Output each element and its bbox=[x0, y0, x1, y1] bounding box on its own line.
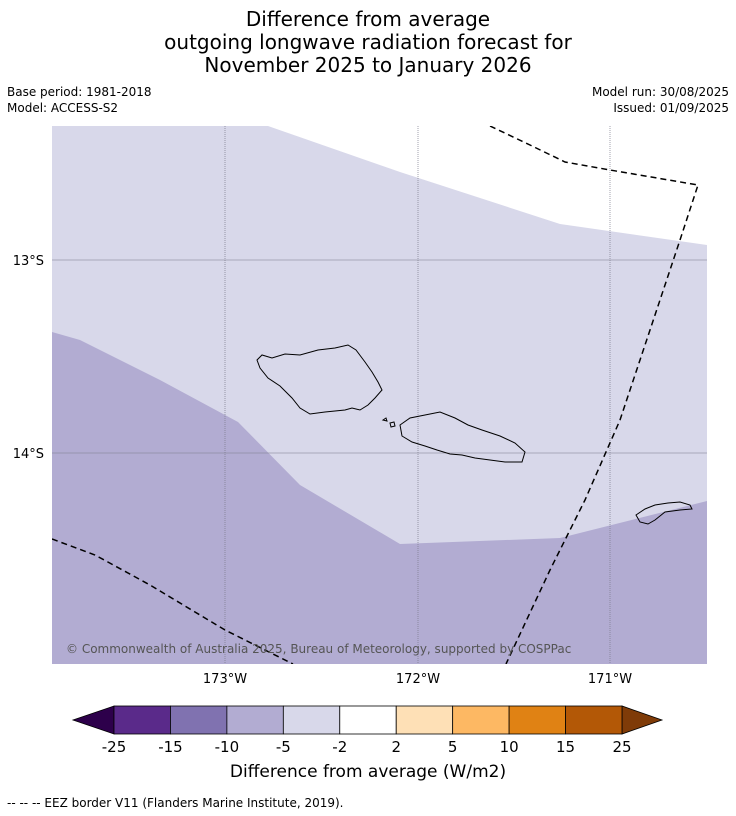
meta-right: Model run: 30/08/2025 Issued: 01/09/2025 bbox=[592, 84, 729, 116]
colorbar-tick-label: -2 bbox=[332, 738, 347, 756]
eez-border-east bbox=[489, 126, 699, 664]
tutuila-island bbox=[635, 501, 693, 525]
lon-label-171w: 171°W bbox=[588, 672, 632, 687]
colorbar-tick-label: 25 bbox=[612, 738, 631, 756]
title-line-1: Difference from average bbox=[245, 7, 491, 31]
colorbar-box bbox=[113, 705, 171, 735]
upolu-island bbox=[399, 411, 526, 463]
colorbar-box bbox=[395, 705, 454, 735]
model-name: Model: ACCESS-S2 bbox=[7, 101, 119, 115]
colorbar-box bbox=[226, 705, 284, 735]
colorbar-box bbox=[282, 705, 341, 735]
colorbar-tick-label: -10 bbox=[215, 738, 240, 756]
colorbar-box bbox=[508, 705, 566, 735]
title-line-3: November 2025 to January 2026 bbox=[204, 53, 532, 77]
colorbar-tick-label: -15 bbox=[158, 738, 183, 756]
colorbar: -25 -15 -10 -5 -2 2 5 10 15 25 bbox=[71, 705, 664, 756]
map-title: Difference from average outgoing longwav… bbox=[0, 8, 736, 77]
colorbar-box bbox=[170, 705, 228, 735]
colorbar-tick-label: 10 bbox=[500, 738, 519, 756]
colorbar-box bbox=[565, 705, 623, 735]
colorbar-ticks: -25 -15 -10 -5 -2 2 5 10 15 25 bbox=[102, 738, 632, 756]
colorbar-box bbox=[339, 705, 397, 735]
coastlines bbox=[256, 344, 693, 525]
colorbar-label: Difference from average (W/m2) bbox=[229, 762, 507, 782]
lon-axis-labels: 173°W 172°W 171°W bbox=[203, 672, 632, 687]
issued-date: Issued: 01/09/2025 bbox=[613, 101, 729, 115]
meta-left: Base period: 1981-2018 Model: ACCESS-S2 bbox=[7, 84, 152, 116]
lat-axis-labels: 13°S 14°S bbox=[13, 254, 44, 462]
lat-label-14s: 14°S bbox=[13, 447, 44, 462]
base-period: Base period: 1981-2018 bbox=[7, 85, 152, 99]
model-run: Model run: 30/08/2025 bbox=[591, 85, 729, 99]
title-line-2: outgoing longwave radiation forecast for bbox=[164, 30, 572, 54]
colorbar-box bbox=[452, 705, 510, 735]
colorbar-tick-label: -25 bbox=[102, 738, 127, 756]
lon-label-173w: 173°W bbox=[203, 672, 247, 687]
anomaly-region-neutral bbox=[52, 126, 707, 245]
map-plot-area: © Commonwealth of Australia 2025, Bureau… bbox=[52, 126, 707, 664]
anomaly-region-mid bbox=[52, 332, 707, 664]
colorbar-over-arrow bbox=[621, 705, 664, 735]
colorbar-tick-label: 2 bbox=[391, 738, 401, 756]
lon-label-172w: 172°W bbox=[396, 672, 440, 687]
colorbar-tick-label: 5 bbox=[448, 738, 458, 756]
eez-border-southwest bbox=[52, 538, 294, 664]
eez-border bbox=[52, 126, 699, 664]
colorbar-tick-label: -5 bbox=[276, 738, 291, 756]
copyright-text: © Commonwealth of Australia 2025, Bureau… bbox=[66, 642, 571, 656]
colorbar-boxes bbox=[113, 705, 623, 735]
colorbar-tick-label: 15 bbox=[556, 738, 575, 756]
eez-legend-note: -- -- -- EEZ border V11 (Flanders Marine… bbox=[7, 796, 344, 810]
graticule bbox=[52, 126, 707, 664]
colorbar-under-arrow bbox=[71, 705, 115, 735]
savaii-island bbox=[256, 344, 383, 415]
small-islets bbox=[381, 417, 396, 428]
lat-label-13s: 13°S bbox=[13, 254, 44, 269]
